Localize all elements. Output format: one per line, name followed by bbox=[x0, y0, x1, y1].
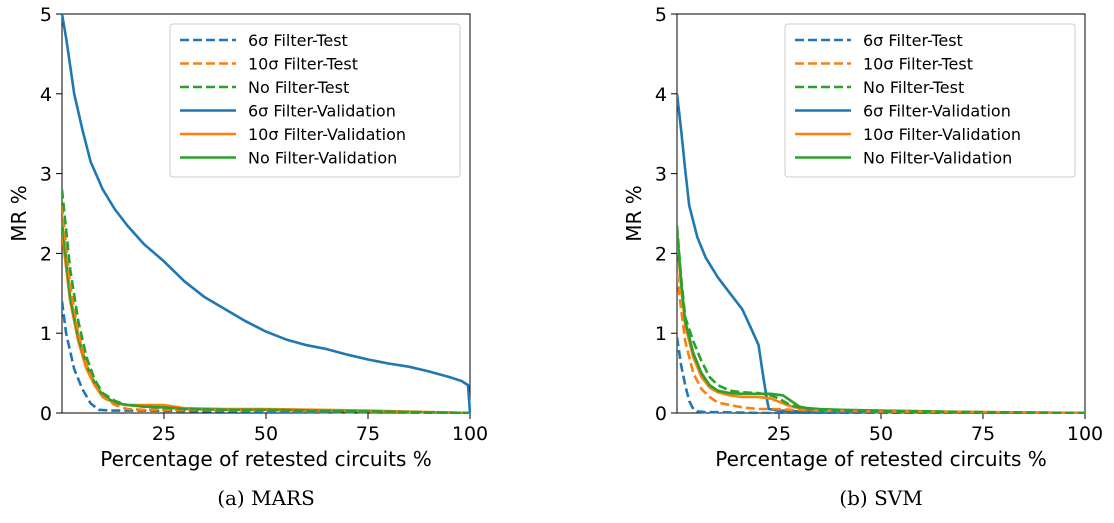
x-axis-title: Percentage of retested circuits % bbox=[715, 447, 1047, 471]
y-tick-label: 4 bbox=[655, 84, 667, 106]
y-tick-label: 0 bbox=[655, 403, 667, 425]
series-line-5 bbox=[62, 221, 471, 414]
legend-label: 6σ Filter-Validation bbox=[248, 102, 396, 121]
y-tick-label: 1 bbox=[655, 323, 667, 345]
legend-label: 10σ Filter-Validation bbox=[863, 125, 1021, 144]
series-line-3 bbox=[62, 13, 471, 414]
legend-label: 10σ Filter-Validation bbox=[248, 125, 406, 144]
legend-label: 10σ Filter-Test bbox=[248, 55, 358, 74]
legend-label: 6σ Filter-Test bbox=[248, 31, 348, 50]
panel-caption: (a) MARS bbox=[217, 486, 315, 510]
y-tick-label: 1 bbox=[40, 323, 52, 345]
x-axis-title: Percentage of retested circuits % bbox=[100, 447, 432, 471]
legend-label: 6σ Filter-Test bbox=[863, 31, 963, 50]
x-tick-label: 50 bbox=[869, 423, 893, 445]
series-group bbox=[677, 93, 1086, 414]
legend-box bbox=[169, 23, 461, 178]
y-tick-label: 4 bbox=[40, 84, 52, 106]
y-tick-label: 0 bbox=[40, 403, 52, 425]
x-tick-label: 25 bbox=[767, 423, 791, 445]
panel-caption: (b) SVM bbox=[839, 486, 922, 510]
legend-box bbox=[784, 23, 1076, 178]
y-tick-label: 5 bbox=[40, 4, 52, 26]
legend-label: No Filter-Validation bbox=[248, 149, 397, 168]
y-tick-label: 2 bbox=[655, 243, 667, 265]
x-tick-label: 25 bbox=[152, 423, 176, 445]
series-line-0 bbox=[62, 301, 471, 414]
series-line-0 bbox=[677, 337, 1085, 414]
x-tick-label: 75 bbox=[971, 423, 995, 445]
x-tick-label: 75 bbox=[356, 423, 380, 445]
series-line-2 bbox=[62, 189, 471, 414]
series-line-2 bbox=[677, 225, 1086, 414]
x-tick-label: 50 bbox=[254, 423, 278, 445]
series-line-5 bbox=[677, 229, 1086, 414]
legend-label: No Filter-Validation bbox=[863, 149, 1012, 168]
y-axis-title: MR % bbox=[7, 185, 31, 242]
legend-label: 6σ Filter-Validation bbox=[863, 102, 1011, 121]
x-tick-label: 100 bbox=[1067, 423, 1103, 445]
series-line-4 bbox=[62, 233, 471, 414]
legend: 6σ Filter-Test 10σ Filter-Test No Filter-T… bbox=[784, 23, 1076, 178]
legend: 6σ Filter-Test 10σ Filter-Test No Filter-T… bbox=[169, 23, 461, 178]
y-tick-label: 5 bbox=[655, 4, 667, 26]
series-group bbox=[62, 13, 471, 414]
series-line-1 bbox=[62, 205, 471, 414]
chart-panel-mars: 0 1 2 3 4 5 25 50 75 100 Percentage of retested ci… bbox=[7, 4, 488, 510]
legend-label: No Filter-Test bbox=[248, 78, 349, 97]
x-tick-label: 100 bbox=[452, 423, 488, 445]
legend-label: No Filter-Test bbox=[863, 78, 964, 97]
chart-panel-svm: 0 1 2 3 4 5 25 50 75 100 Percentage of retested ci… bbox=[622, 4, 1103, 510]
y-tick-label: 3 bbox=[655, 164, 667, 186]
series-line-4 bbox=[677, 237, 1086, 414]
series-line-3 bbox=[677, 93, 1086, 414]
y-tick-label: 2 bbox=[40, 243, 52, 265]
y-tick-label: 3 bbox=[40, 164, 52, 186]
legend-label: 10σ Filter-Test bbox=[863, 55, 973, 74]
y-axis-title: MR % bbox=[622, 185, 646, 242]
